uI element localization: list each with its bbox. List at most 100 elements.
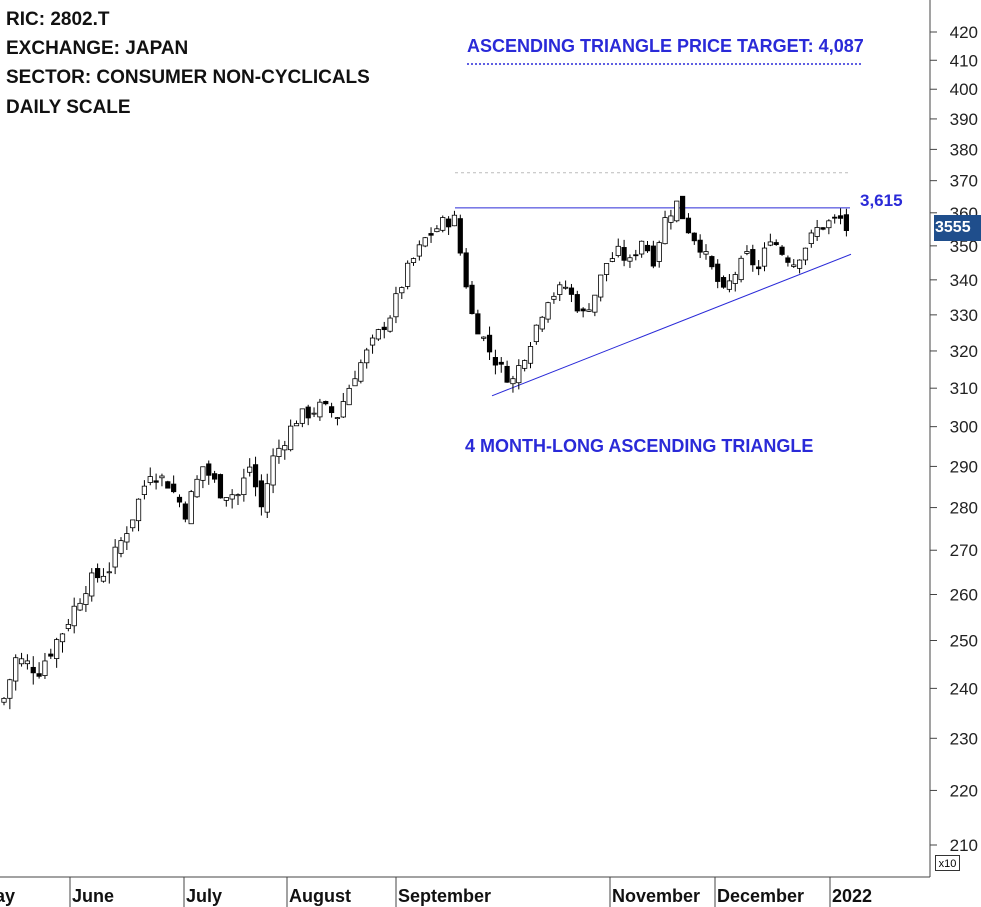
y-tick-label: 270 [950, 541, 978, 560]
candle-body [223, 497, 229, 501]
candle-body [820, 227, 826, 230]
y-tick-label: 210 [950, 836, 978, 855]
candle-body [89, 572, 95, 597]
candlesticks [1, 195, 850, 710]
candle-body [399, 287, 405, 294]
y-axis-ticks: 210 220 230 240 250 260 270 280 290 300 310 320 330 3… [930, 23, 978, 855]
candle-body [685, 217, 692, 234]
y-tick-label: 240 [950, 679, 978, 698]
candle-body [814, 227, 820, 237]
candle-body [779, 246, 785, 255]
candle-body [732, 274, 738, 284]
candle-body [100, 575, 107, 582]
x-tick-label: May [0, 886, 15, 906]
x-tick-label: August [289, 886, 351, 906]
candle-body [165, 481, 171, 489]
candle-body [328, 406, 335, 414]
candle-body [410, 258, 417, 263]
candle-body [633, 254, 639, 257]
candle-body [486, 334, 493, 353]
candle-body [83, 593, 89, 605]
sector-label: SECTOR: CONSUMER NON-CYCLICALS [6, 67, 370, 88]
scale-label: DAILY SCALE [6, 97, 131, 118]
candle-body [24, 660, 31, 665]
candle-body [13, 657, 19, 682]
candle-body [791, 264, 797, 267]
candle-body [176, 496, 183, 503]
candle-body [305, 406, 311, 419]
candle-body [837, 215, 844, 219]
candle-body [539, 316, 545, 330]
candle-body [352, 378, 358, 387]
candle-body [194, 478, 200, 498]
candle-body [135, 498, 142, 522]
ric-label: RIC: 2802.T [6, 9, 110, 30]
candle-body [492, 357, 499, 366]
y-tick-label: 390 [950, 110, 978, 129]
candle-body [118, 540, 124, 554]
candle-body [726, 280, 733, 290]
y-tick-label: 260 [950, 585, 978, 604]
candle-body [510, 378, 516, 385]
candle-body [30, 666, 36, 674]
candle-body [720, 277, 727, 288]
candle-body [422, 237, 428, 247]
candle-body [206, 463, 212, 476]
candle-body [65, 624, 71, 629]
candle-body [574, 294, 580, 312]
candle-body [381, 326, 387, 331]
candle-body [77, 602, 83, 611]
candle-body [211, 473, 218, 480]
candle-body [761, 247, 768, 267]
candle-body [750, 249, 756, 266]
candle-body [288, 425, 294, 451]
candle-body [527, 346, 534, 364]
candle-body [340, 401, 346, 418]
candle-body [516, 365, 522, 384]
candle-body [428, 233, 434, 236]
y-tick-label: 370 [950, 172, 978, 191]
candle-body [826, 220, 832, 229]
candle-body [159, 475, 165, 479]
candle-body [504, 365, 510, 383]
candle-body [545, 302, 551, 320]
y-tick-label: 380 [950, 140, 978, 159]
x-tick-label: July [186, 886, 222, 906]
candle-body [756, 266, 762, 270]
x-tick-label: September [398, 886, 491, 906]
candle-body [141, 485, 147, 495]
candle-body [498, 361, 504, 365]
candle-body [106, 571, 112, 574]
candle-body [1, 697, 7, 703]
x-tick-label: June [72, 886, 114, 906]
candle-body [241, 477, 247, 496]
candle-body [405, 262, 411, 287]
candle-body [808, 232, 814, 244]
y-tick-label: 350 [950, 237, 978, 256]
candle-body [387, 317, 393, 332]
candle-body [568, 287, 575, 295]
candle-body [434, 228, 440, 233]
candle-body [147, 476, 153, 483]
candle-body [843, 214, 850, 231]
y-tick-label: 340 [950, 271, 978, 290]
candle-body [475, 313, 481, 335]
y-tick-label: 330 [950, 306, 978, 325]
candle-body [364, 349, 370, 364]
candle-body [656, 242, 662, 262]
candle-body [469, 284, 475, 315]
x-tick-label: December [717, 886, 804, 906]
candle-body [639, 240, 645, 255]
candle-body [703, 251, 709, 255]
candle-body [709, 256, 715, 268]
x-tick-label: 2022 [832, 886, 872, 906]
candle-body [615, 245, 621, 256]
candle-body [557, 284, 563, 295]
candle-body [674, 200, 680, 222]
candle-body [323, 401, 329, 405]
candle-body [715, 263, 721, 282]
pattern-lines [455, 63, 863, 397]
candle-body [59, 633, 66, 643]
candle-body [124, 533, 130, 543]
